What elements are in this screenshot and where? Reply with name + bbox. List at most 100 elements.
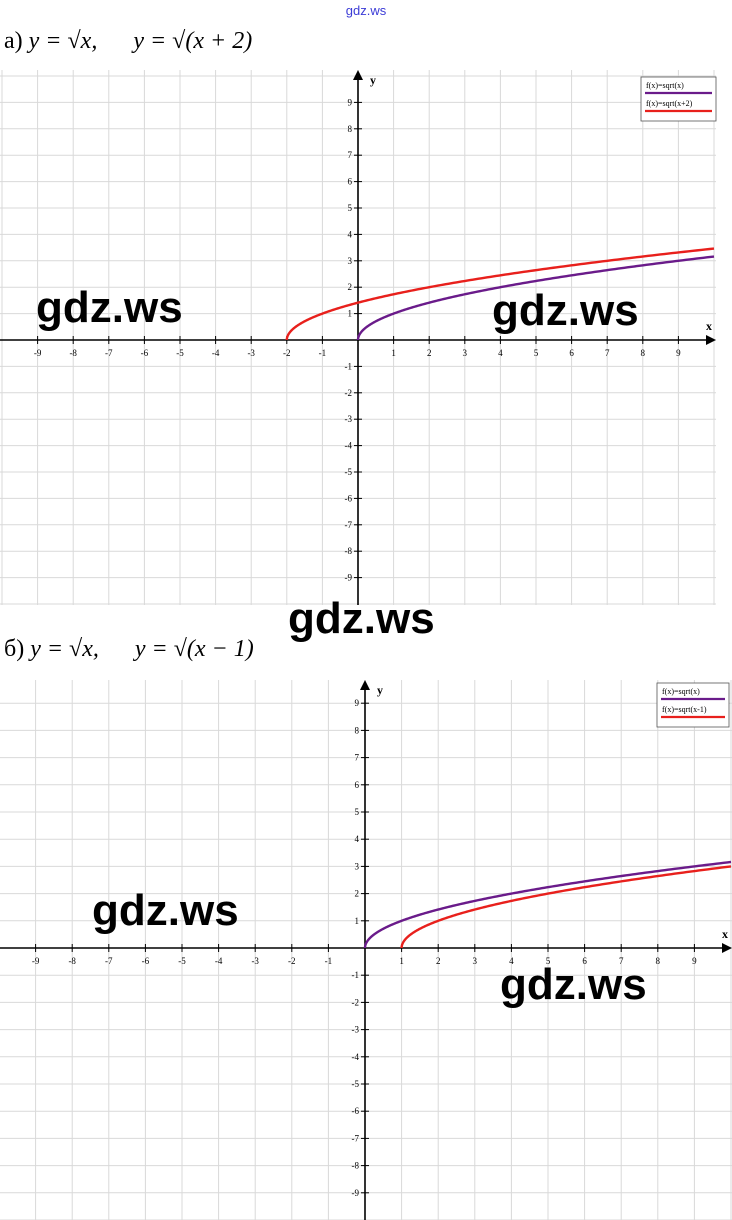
legend-box (640, 76, 717, 122)
x-tick-label: 4 (509, 956, 514, 966)
y-tick-label: -2 (345, 388, 353, 398)
task-b-formula-2: y = √(x − 1) (134, 636, 254, 662)
x-tick-label: -1 (319, 348, 327, 358)
y-tick-label: -8 (352, 1161, 360, 1171)
x-tick-label: 8 (656, 956, 661, 966)
x-tick-label: 4 (498, 348, 503, 358)
x-tick-label: -4 (215, 956, 223, 966)
x-tick-label: -4 (212, 348, 220, 358)
x-tick-label: -1 (325, 956, 333, 966)
x-tick-label: 3 (463, 348, 468, 358)
watermark: gdz.ws (92, 886, 239, 935)
x-tick-label: 6 (582, 956, 587, 966)
x-tick-label: -9 (32, 956, 40, 966)
y-tick-label: 9 (355, 698, 360, 708)
y-tick-label: -3 (345, 414, 353, 424)
y-axis-label: y (377, 683, 383, 697)
legend-entry: f(x)=sqrt(x) (646, 81, 684, 90)
y-tick-label: 6 (355, 780, 360, 790)
x-axis-label: x (722, 927, 728, 941)
y-tick-label: 8 (348, 124, 353, 134)
y-tick-label: 5 (348, 203, 353, 213)
x-tick-label: 9 (692, 956, 697, 966)
watermark: gdz.ws (36, 283, 183, 332)
legend: f(x)=sqrt(x) f(x)=sqrt(x-1) (656, 682, 730, 728)
x-tick-label: 8 (641, 348, 646, 358)
y-tick-label: 2 (348, 282, 353, 292)
y-axis-arrow (360, 680, 370, 690)
y-tick-label: 8 (355, 725, 360, 735)
y-tick-label: -8 (345, 546, 353, 556)
x-tick-label: -9 (34, 348, 42, 358)
y-tick-label: 1 (348, 309, 353, 319)
watermark: gdz.ws (500, 960, 647, 1009)
x-tick-label: -2 (283, 348, 291, 358)
y-tick-label: -5 (345, 467, 353, 477)
x-tick-label: 1 (399, 956, 404, 966)
legend-box (656, 682, 730, 728)
x-tick-label: -5 (176, 348, 184, 358)
y-tick-label: 9 (348, 97, 353, 107)
x-tick-label: -3 (247, 348, 255, 358)
task-b-formula-1: y = √x, (30, 636, 99, 662)
chart-b: x y -9 -8 -7 -6 -5 -4 -3 -2 -1 1 2 3 4 5 6 7 8 9 9 8 7 6 5 4 3 2 1 -1… (0, 680, 732, 1220)
task-a-formula-2: y = √(x + 2) (133, 28, 253, 54)
task-a-formula-1: y = √x, (28, 28, 98, 54)
x-tick-label: 3 (473, 956, 478, 966)
y-tick-label: -3 (352, 1025, 360, 1035)
x-tick-label: -5 (178, 956, 186, 966)
x-tick-label: 2 (427, 348, 432, 358)
chart-a: x y -9 -8 -7 -6 -5 -4 -3 -2 -1 1 2 3 4 5 6 7 8 9 9 8 7 6 5 4 3 2 1 -1… (0, 70, 717, 605)
task-b-title: б) y = √x, y = √(x − 1) (4, 636, 254, 663)
x-tick-label: -3 (251, 956, 259, 966)
legend-entry: f(x)=sqrt(x+2) (646, 99, 693, 108)
series-line (285, 247, 715, 341)
legend-entry: f(x)=sqrt(x-1) (662, 705, 707, 714)
y-tick-label: -6 (352, 1106, 360, 1116)
x-tick-label: 7 (605, 348, 610, 358)
watermark: gdz.ws (288, 594, 435, 643)
y-tick-label: -6 (345, 493, 353, 503)
x-tick-label: 7 (619, 956, 624, 966)
grid (0, 680, 732, 1220)
series-line (356, 255, 715, 341)
task-a-title: а) y = √x, y = √(x + 2) (4, 28, 252, 55)
legend-entry: f(x)=sqrt(x) (662, 687, 700, 696)
x-axis-arrow (722, 943, 732, 953)
x-tick-label: 1 (391, 348, 396, 358)
y-tick-label: -1 (345, 361, 353, 371)
y-tick-label: 7 (348, 150, 353, 160)
y-tick-label: -2 (352, 997, 360, 1007)
x-axis-arrow (706, 335, 716, 345)
x-tick-label: -8 (69, 348, 77, 358)
task-a-label: а) (4, 28, 23, 54)
series-line (400, 865, 732, 949)
legend: f(x)=sqrt(x) f(x)=sqrt(x+2) (640, 76, 717, 122)
y-axis-label: y (370, 73, 376, 87)
site-link[interactable]: gdz.ws (345, 3, 387, 18)
x-tick-label: 5 (546, 956, 551, 966)
task-b-label: б) (4, 636, 25, 662)
y-tick-label: -5 (352, 1079, 360, 1089)
x-tick-label: 5 (534, 348, 539, 358)
series-line (363, 860, 732, 949)
y-tick-label: -9 (345, 573, 353, 583)
x-tick-label: -7 (105, 348, 113, 358)
x-tick-label: -2 (288, 956, 296, 966)
x-tick-label: -8 (68, 956, 76, 966)
y-tick-label: 4 (348, 229, 353, 239)
y-tick-label: 3 (355, 861, 360, 871)
y-axis-arrow (353, 70, 363, 80)
y-tick-label: 5 (355, 807, 360, 817)
y-tick-label: -4 (352, 1052, 360, 1062)
y-tick-label: 7 (355, 753, 360, 763)
x-tick-label: 9 (676, 348, 681, 358)
y-tick-label: 3 (348, 256, 353, 266)
watermark: gdz.ws (492, 286, 639, 335)
y-tick-label: -1 (352, 970, 360, 980)
y-tick-label: 4 (355, 834, 360, 844)
y-tick-label: 2 (355, 889, 360, 899)
y-tick-label: -7 (352, 1133, 360, 1143)
x-tick-label: 2 (436, 956, 441, 966)
x-tick-label: -7 (105, 956, 113, 966)
